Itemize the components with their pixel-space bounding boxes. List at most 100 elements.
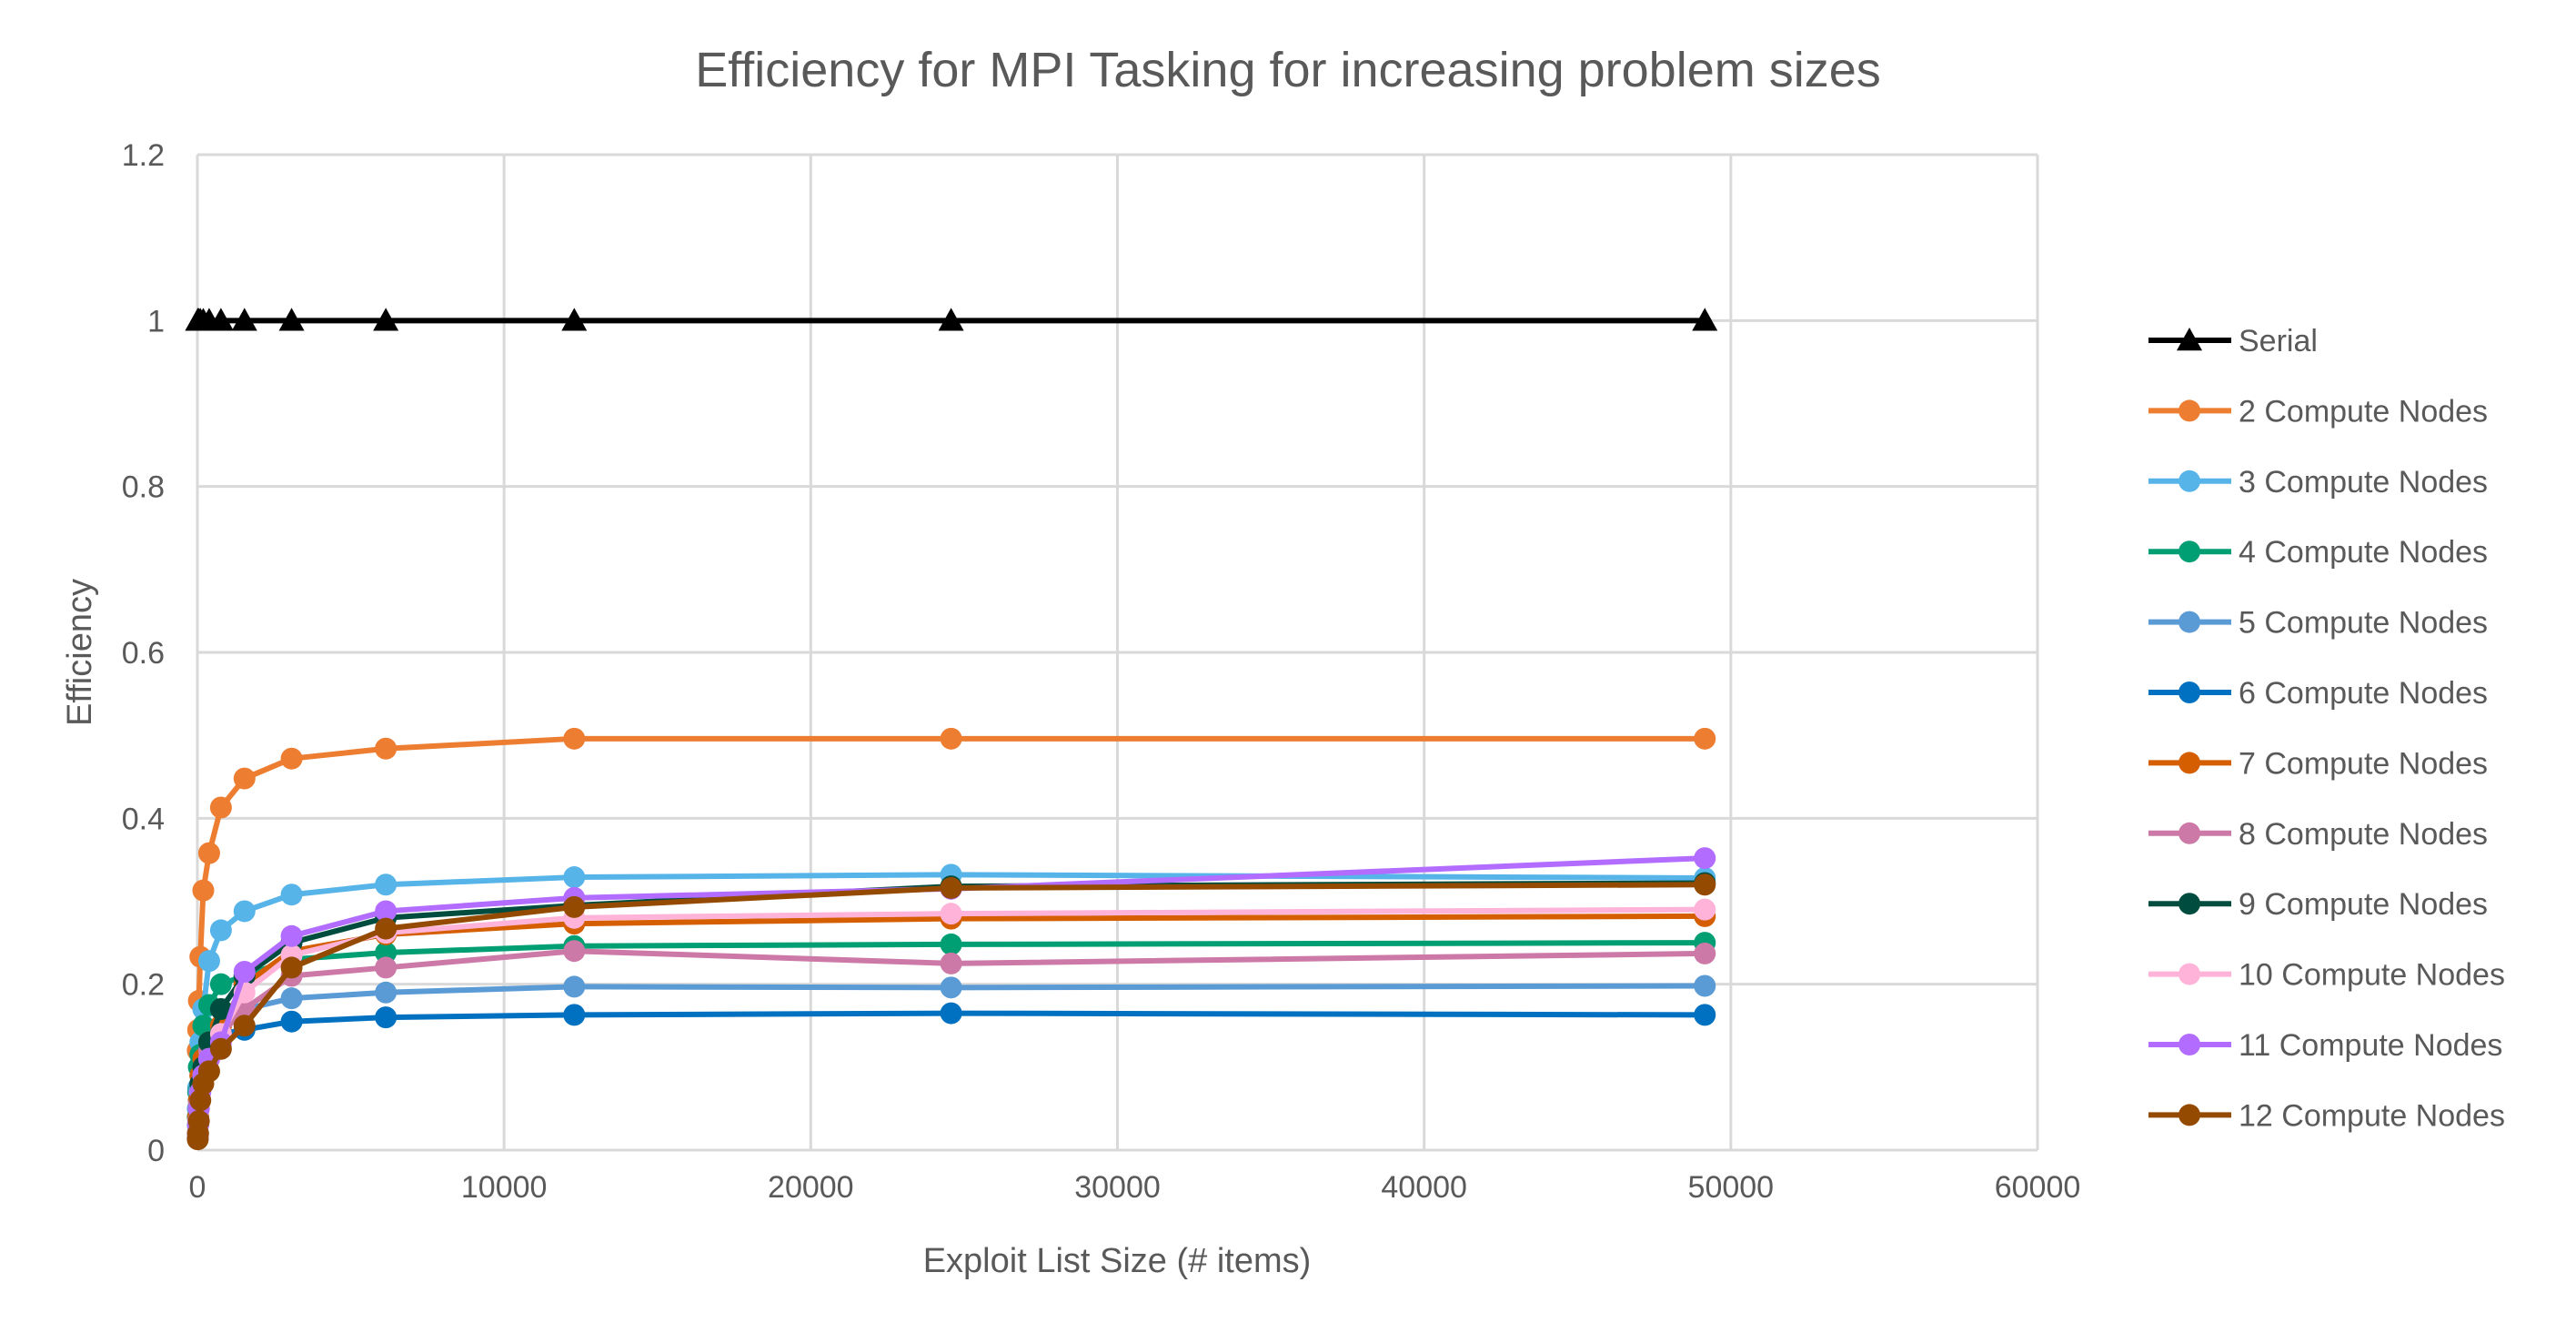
- data-point: [563, 1004, 586, 1026]
- y-axis-label: Efficiency: [61, 579, 99, 726]
- x-tick-label: 0: [189, 1170, 206, 1205]
- series-8-compute-nodes: [186, 940, 1716, 1145]
- legend-label: 4 Compute Nodes: [2239, 535, 2488, 570]
- tick-labels: 0 0.2 0.4 0.6 0.8 1 1.2 0 10000 20000 30000 40000 50…: [122, 138, 2081, 1205]
- legend-item: 12 Compute Nodes: [2148, 1098, 2505, 1133]
- data-point: [1694, 942, 1716, 964]
- legend-item: 5 Compute Nodes: [2148, 606, 2488, 641]
- legend-item: 10 Compute Nodes: [2148, 958, 2505, 993]
- legend-item: 9 Compute Nodes: [2148, 887, 2488, 922]
- data-point: [563, 975, 586, 998]
- legend-item: 7 Compute Nodes: [2148, 746, 2488, 781]
- data-point: [197, 842, 220, 864]
- legend-label: 7 Compute Nodes: [2239, 746, 2488, 781]
- data-point: [938, 308, 964, 331]
- data-point: [209, 796, 232, 819]
- data-point: [280, 747, 303, 770]
- data-point: [233, 767, 256, 790]
- data-point: [940, 976, 962, 999]
- legend-label: 2 Compute Nodes: [2239, 394, 2488, 429]
- legend-label: 12 Compute Nodes: [2239, 1098, 2505, 1133]
- y-tick-label: 1.2: [122, 138, 165, 173]
- data-point: [209, 973, 232, 995]
- legend-item: 6 Compute Nodes: [2148, 676, 2488, 711]
- y-tick-label: 1: [147, 304, 165, 338]
- legend-marker: [2179, 611, 2200, 633]
- x-tick-label: 50000: [1688, 1170, 1775, 1205]
- data-point: [375, 917, 397, 940]
- series-12-compute-nodes: [186, 873, 1716, 1151]
- grid: [196, 153, 2039, 1152]
- legend-marker: [2179, 893, 2200, 915]
- data-point: [1694, 873, 1716, 896]
- data-point: [940, 903, 962, 925]
- x-tick-label: 10000: [461, 1170, 548, 1205]
- legend-label: 3 Compute Nodes: [2239, 465, 2488, 500]
- legend-label: 5 Compute Nodes: [2239, 606, 2488, 641]
- data-point: [940, 876, 962, 899]
- data-point: [233, 900, 256, 923]
- series-5-compute-nodes: [186, 974, 1716, 1136]
- x-tick-label: 20000: [768, 1170, 854, 1205]
- data-point: [563, 940, 586, 963]
- data-point: [209, 1037, 232, 1060]
- legend: Serial 2 Compute Nodes 3 Compute Nodes 4 Co…: [2148, 324, 2505, 1133]
- x-axis-label: Exploit List Size (# items): [923, 1242, 1312, 1280]
- legend-marker: [2179, 540, 2200, 563]
- data-point: [1694, 847, 1716, 870]
- data-point: [940, 952, 962, 974]
- legend-label: 11 Compute Nodes: [2239, 1028, 2502, 1063]
- data-point: [280, 884, 303, 906]
- data-point: [561, 308, 588, 331]
- series-lines: [185, 308, 1718, 1151]
- legend-marker: [2179, 682, 2200, 703]
- data-point: [231, 308, 257, 331]
- data-point: [280, 1010, 303, 1033]
- legend-marker: [2179, 470, 2200, 492]
- chart-title: Efficiency for MPI Tasking for increasin…: [695, 43, 1881, 97]
- legend-label: 8 Compute Nodes: [2239, 817, 2488, 852]
- legend-item: 4 Compute Nodes: [2148, 535, 2488, 570]
- data-point: [940, 727, 962, 750]
- data-point: [563, 895, 586, 918]
- data-point: [1694, 898, 1716, 921]
- legend-marker: [2177, 328, 2202, 351]
- data-point: [940, 1002, 962, 1025]
- legend-item: Serial: [2148, 324, 2318, 358]
- data-point: [209, 919, 232, 942]
- legend-marker: [2179, 1034, 2200, 1055]
- series-6-compute-nodes: [186, 1002, 1716, 1145]
- data-point: [233, 1015, 256, 1037]
- y-tick-label: 0.6: [122, 636, 165, 671]
- data-point: [375, 737, 397, 760]
- y-tick-label: 0.4: [122, 802, 165, 836]
- data-point: [280, 924, 303, 947]
- legend-marker: [2179, 752, 2200, 774]
- series-line: [195, 1010, 1706, 1134]
- legend-item: 8 Compute Nodes: [2148, 817, 2488, 852]
- data-point: [280, 956, 303, 979]
- data-point: [375, 900, 397, 923]
- data-point: [563, 727, 586, 750]
- series-serial: [185, 308, 1718, 331]
- legend-label: 9 Compute Nodes: [2239, 887, 2488, 922]
- data-point: [375, 942, 397, 964]
- legend-label: 6 Compute Nodes: [2239, 676, 2488, 711]
- x-tick-label: 40000: [1381, 1170, 1467, 1205]
- legend-label: Serial: [2239, 324, 2318, 358]
- data-point: [375, 981, 397, 1004]
- data-point: [197, 950, 220, 973]
- data-point: [1694, 974, 1716, 997]
- data-point: [280, 987, 303, 1010]
- y-tick-label: 0: [147, 1134, 165, 1168]
- data-point: [375, 873, 397, 896]
- data-point: [189, 1089, 212, 1112]
- legend-marker: [2179, 963, 2200, 985]
- data-point: [1694, 1004, 1716, 1026]
- data-point: [207, 308, 234, 331]
- data-point: [1692, 308, 1718, 331]
- y-tick-label: 0.2: [122, 968, 165, 1003]
- data-point: [373, 308, 399, 331]
- data-point: [278, 308, 305, 331]
